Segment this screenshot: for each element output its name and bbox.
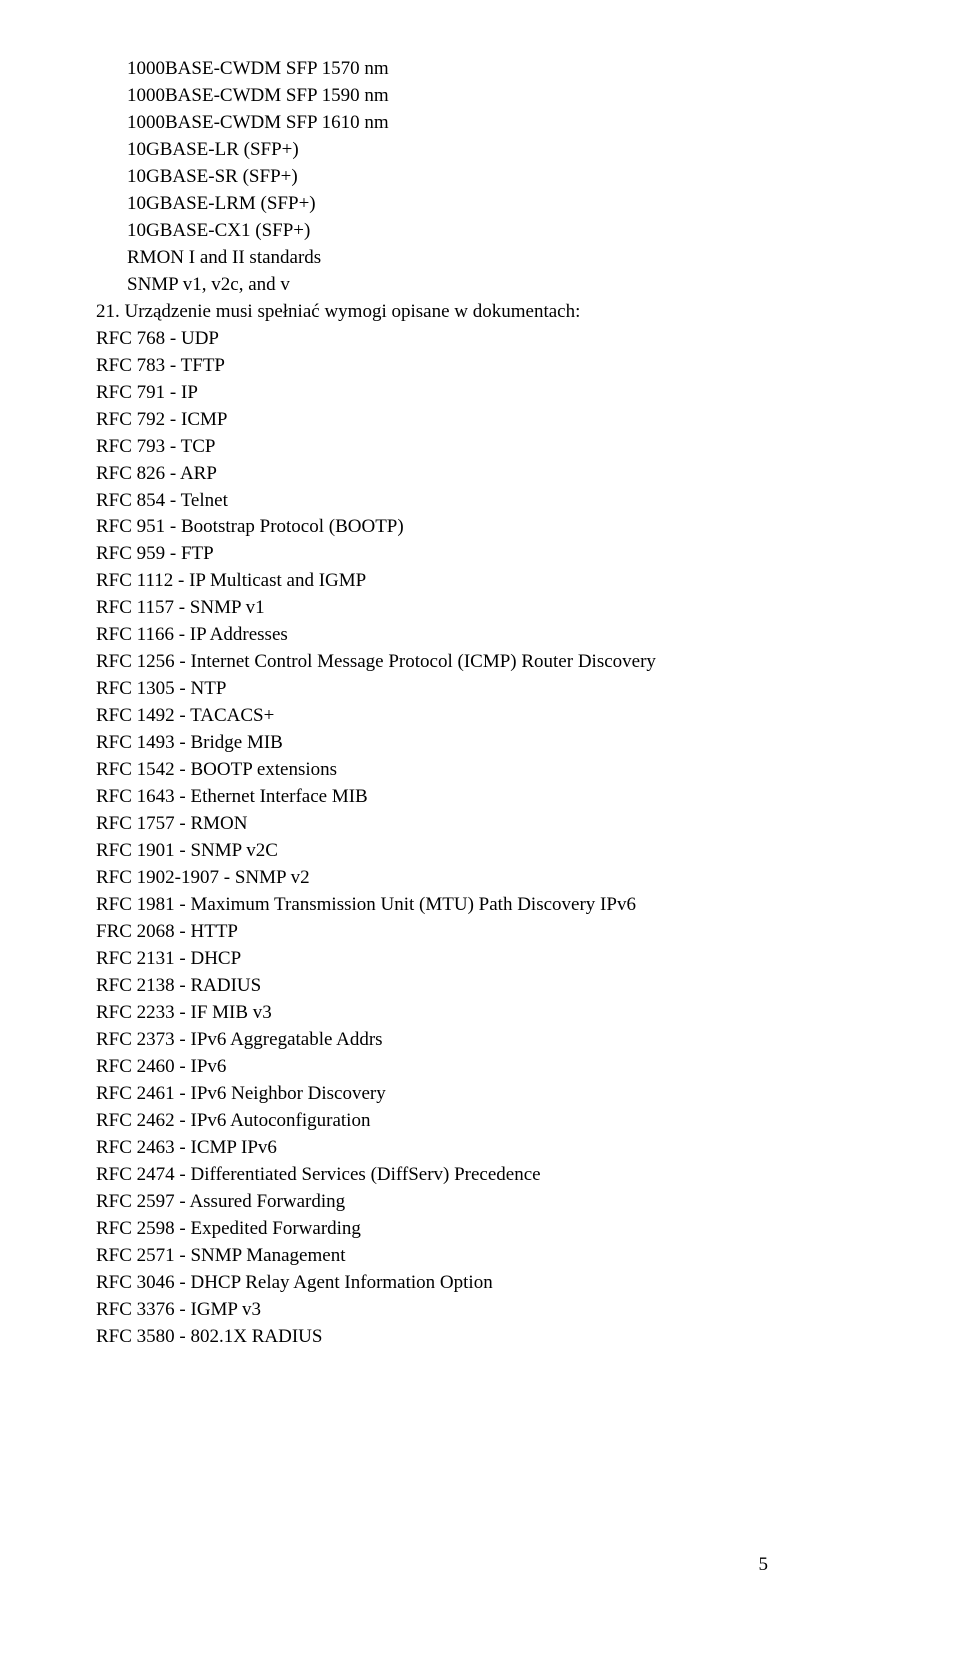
continuation-block: 1000BASE-CWDM SFP 1570 nm1000BASE-CWDM S…	[96, 56, 864, 299]
rfc-line: RFC 1643 - Ethernet Interface MIB	[127, 784, 864, 811]
spec-line: 10GBASE-LRM (SFP+)	[127, 191, 864, 218]
rfc-line: RFC 3580 - 802.1X RADIUS	[127, 1324, 864, 1351]
rfc-line: RFC 3376 - IGMP v3	[127, 1297, 864, 1324]
rfc-line: RFC 2131 - DHCP	[127, 946, 864, 973]
page-number: 5	[759, 1552, 769, 1579]
rfc-line: RFC 2373 - IPv6 Aggregatable Addrs	[127, 1027, 864, 1054]
rfc-line: RFC 1981 - Maximum Transmission Unit (MT…	[127, 892, 864, 919]
spec-line: 1000BASE-CWDM SFP 1590 nm	[127, 83, 864, 110]
rfc-line: RFC 1305 - NTP	[127, 676, 864, 703]
rfc-line: RFC 1901 - SNMP v2C	[127, 838, 864, 865]
rfc-line: RFC 1757 - RMON	[127, 811, 864, 838]
rfc-line: RFC 1902-1907 - SNMP v2	[127, 865, 864, 892]
rfc-line: RFC 2461 - IPv6 Neighbor Discovery	[127, 1081, 864, 1108]
rfc-line: RFC 2233 - IF MIB v3	[127, 1000, 864, 1027]
spec-line: SNMP v1, v2c, and v	[127, 272, 864, 299]
rfc-line: RFC 791 - IP	[127, 380, 864, 407]
rfc-line: RFC 1256 - Internet Control Message Prot…	[127, 649, 864, 676]
list-item-21: 21. Urządzenie musi spełniać wymogi opis…	[96, 299, 864, 1351]
spec-line: 1000BASE-CWDM SFP 1610 nm	[127, 110, 864, 137]
rfc-line: FRC 2068 - HTTP	[127, 919, 864, 946]
rfc-line: RFC 2462 - IPv6 Autoconfiguration	[127, 1108, 864, 1135]
rfc-line: RFC 1492 - TACACS+	[127, 703, 864, 730]
rfc-line: RFC 3046 - DHCP Relay Agent Information …	[127, 1270, 864, 1297]
rfc-list: RFC 768 - UDPRFC 783 - TFTPRFC 791 - IPR…	[127, 326, 864, 1351]
rfc-line: RFC 854 - Telnet	[127, 488, 864, 515]
rfc-line: RFC 768 - UDP	[127, 326, 864, 353]
rfc-line: RFC 1157 - SNMP v1	[127, 595, 864, 622]
spec-line: 10GBASE-SR (SFP+)	[127, 164, 864, 191]
item-number: 21.	[96, 301, 120, 322]
rfc-line: RFC 783 - TFTP	[127, 353, 864, 380]
spec-line: RMON I and II standards	[127, 245, 864, 272]
rfc-line: RFC 959 - FTP	[127, 541, 864, 568]
spec-line: 10GBASE-CX1 (SFP+)	[127, 218, 864, 245]
rfc-line: RFC 2474 - Differentiated Services (Diff…	[127, 1162, 864, 1189]
rfc-line: RFC 1542 - BOOTP extensions	[127, 757, 864, 784]
spec-line: 1000BASE-CWDM SFP 1570 nm	[127, 56, 864, 83]
rfc-line: RFC 2460 - IPv6	[127, 1054, 864, 1081]
item-lead-text: Urządzenie musi spełniać wymogi opisane …	[125, 301, 581, 322]
document-page: 1000BASE-CWDM SFP 1570 nm1000BASE-CWDM S…	[96, 56, 864, 1619]
rfc-line: RFC 2571 - SNMP Management	[127, 1243, 864, 1270]
rfc-line: RFC 2138 - RADIUS	[127, 973, 864, 1000]
rfc-line: RFC 1166 - IP Addresses	[127, 622, 864, 649]
rfc-line: RFC 951 - Bootstrap Protocol (BOOTP)	[127, 514, 864, 541]
rfc-line: RFC 826 - ARP	[127, 461, 864, 488]
rfc-line: RFC 1493 - Bridge MIB	[127, 730, 864, 757]
rfc-line: RFC 2598 - Expedited Forwarding	[127, 1216, 864, 1243]
rfc-line: RFC 1112 - IP Multicast and IGMP	[127, 568, 864, 595]
rfc-line: RFC 792 - ICMP	[127, 407, 864, 434]
rfc-line: RFC 2597 - Assured Forwarding	[127, 1189, 864, 1216]
rfc-line: RFC 2463 - ICMP IPv6	[127, 1135, 864, 1162]
rfc-line: RFC 793 - TCP	[127, 434, 864, 461]
spec-line: 10GBASE-LR (SFP+)	[127, 137, 864, 164]
